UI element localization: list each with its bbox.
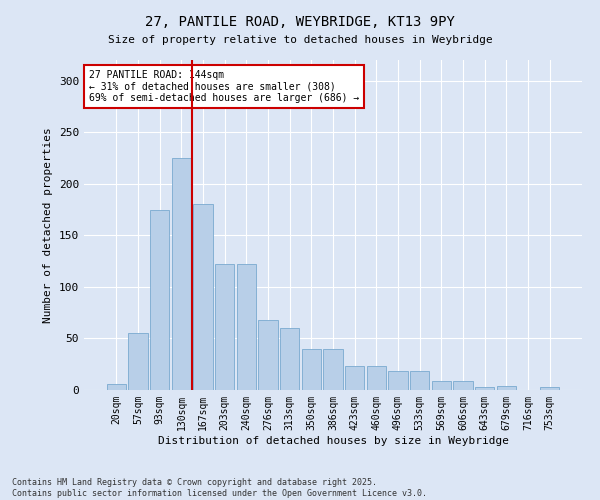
Bar [215, 264, 235, 390]
Bar [150, 210, 169, 390]
Bar [258, 320, 278, 390]
Bar [388, 372, 408, 390]
Bar [107, 384, 126, 390]
X-axis label: Distribution of detached houses by size in Weybridge: Distribution of detached houses by size … [157, 436, 509, 446]
Bar [172, 158, 191, 390]
Bar [410, 372, 430, 390]
Bar [323, 349, 343, 390]
Bar [128, 334, 148, 390]
Text: 27 PANTILE ROAD: 144sqm
← 31% of detached houses are smaller (308)
69% of semi-d: 27 PANTILE ROAD: 144sqm ← 31% of detache… [89, 70, 359, 103]
Bar [540, 387, 559, 390]
Bar [302, 349, 321, 390]
Bar [453, 380, 473, 390]
Bar [475, 387, 494, 390]
Text: Contains HM Land Registry data © Crown copyright and database right 2025.
Contai: Contains HM Land Registry data © Crown c… [12, 478, 427, 498]
Y-axis label: Number of detached properties: Number of detached properties [43, 127, 53, 323]
Bar [236, 264, 256, 390]
Bar [280, 328, 299, 390]
Bar [367, 366, 386, 390]
Text: Size of property relative to detached houses in Weybridge: Size of property relative to detached ho… [107, 35, 493, 45]
Bar [193, 204, 213, 390]
Bar [497, 386, 516, 390]
Bar [345, 366, 364, 390]
Bar [431, 380, 451, 390]
Text: 27, PANTILE ROAD, WEYBRIDGE, KT13 9PY: 27, PANTILE ROAD, WEYBRIDGE, KT13 9PY [145, 15, 455, 29]
